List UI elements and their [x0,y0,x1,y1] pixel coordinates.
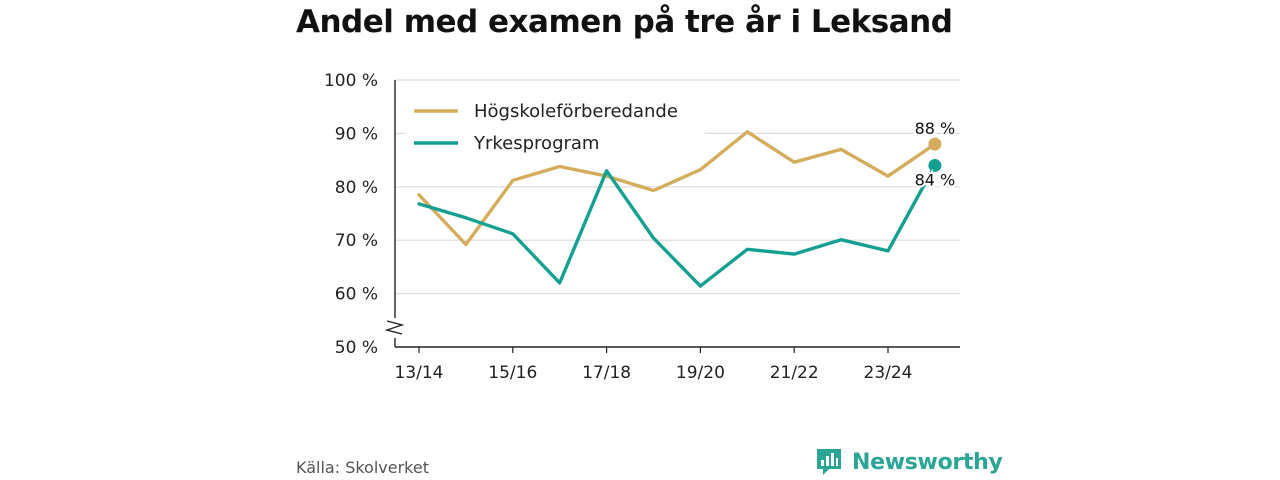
end-labels: 88 % 84 % [913,117,958,191]
y-tick-label: 50 % [335,338,378,358]
y-tick-label: 70 % [335,231,378,251]
axis-break-symbol [384,320,405,335]
legend: Högskoleförberedande Yrkesprogram [405,94,705,160]
x-tick-label: 17/18 [582,363,631,383]
y-axis-ticks: 50 % 60 % 70 % 80 % 90 % 100 % [324,71,378,358]
series-line [417,163,937,288]
brand-name: Newsworthy [852,449,1003,475]
x-tick-label: 19/20 [676,363,725,383]
source-note: Källa: Skolverket [296,458,429,477]
legend-box [405,94,705,160]
x-tick-label: 15/16 [488,363,537,383]
newsworthy-logo-icon [817,449,841,475]
series-line [417,130,937,247]
chart-title: Andel med examen på tre år i Leksand [296,4,953,40]
series-lines [417,130,942,288]
y-tick-label: 100 % [324,71,378,91]
legend-label: Yrkesprogram [473,133,599,154]
x-tick-label: 13/14 [395,363,444,383]
x-tick-label: 21/22 [770,363,819,383]
end-value-label: 88 % [915,119,956,138]
y-tick-label: 60 % [335,285,378,305]
y-tick-label: 90 % [335,124,378,144]
x-axis: 13/14 15/16 17/18 19/20 21/22 23/24 [384,80,960,383]
y-tick-label: 80 % [335,178,378,198]
end-value-label: 84 % [915,170,956,189]
series-end-point [928,137,942,151]
brand-logo[interactable]: Newsworthy [815,447,1003,477]
series-end-point [928,158,942,172]
x-tick-label: 23/24 [864,363,913,383]
legend-label: Högskoleförberedande [474,101,678,122]
